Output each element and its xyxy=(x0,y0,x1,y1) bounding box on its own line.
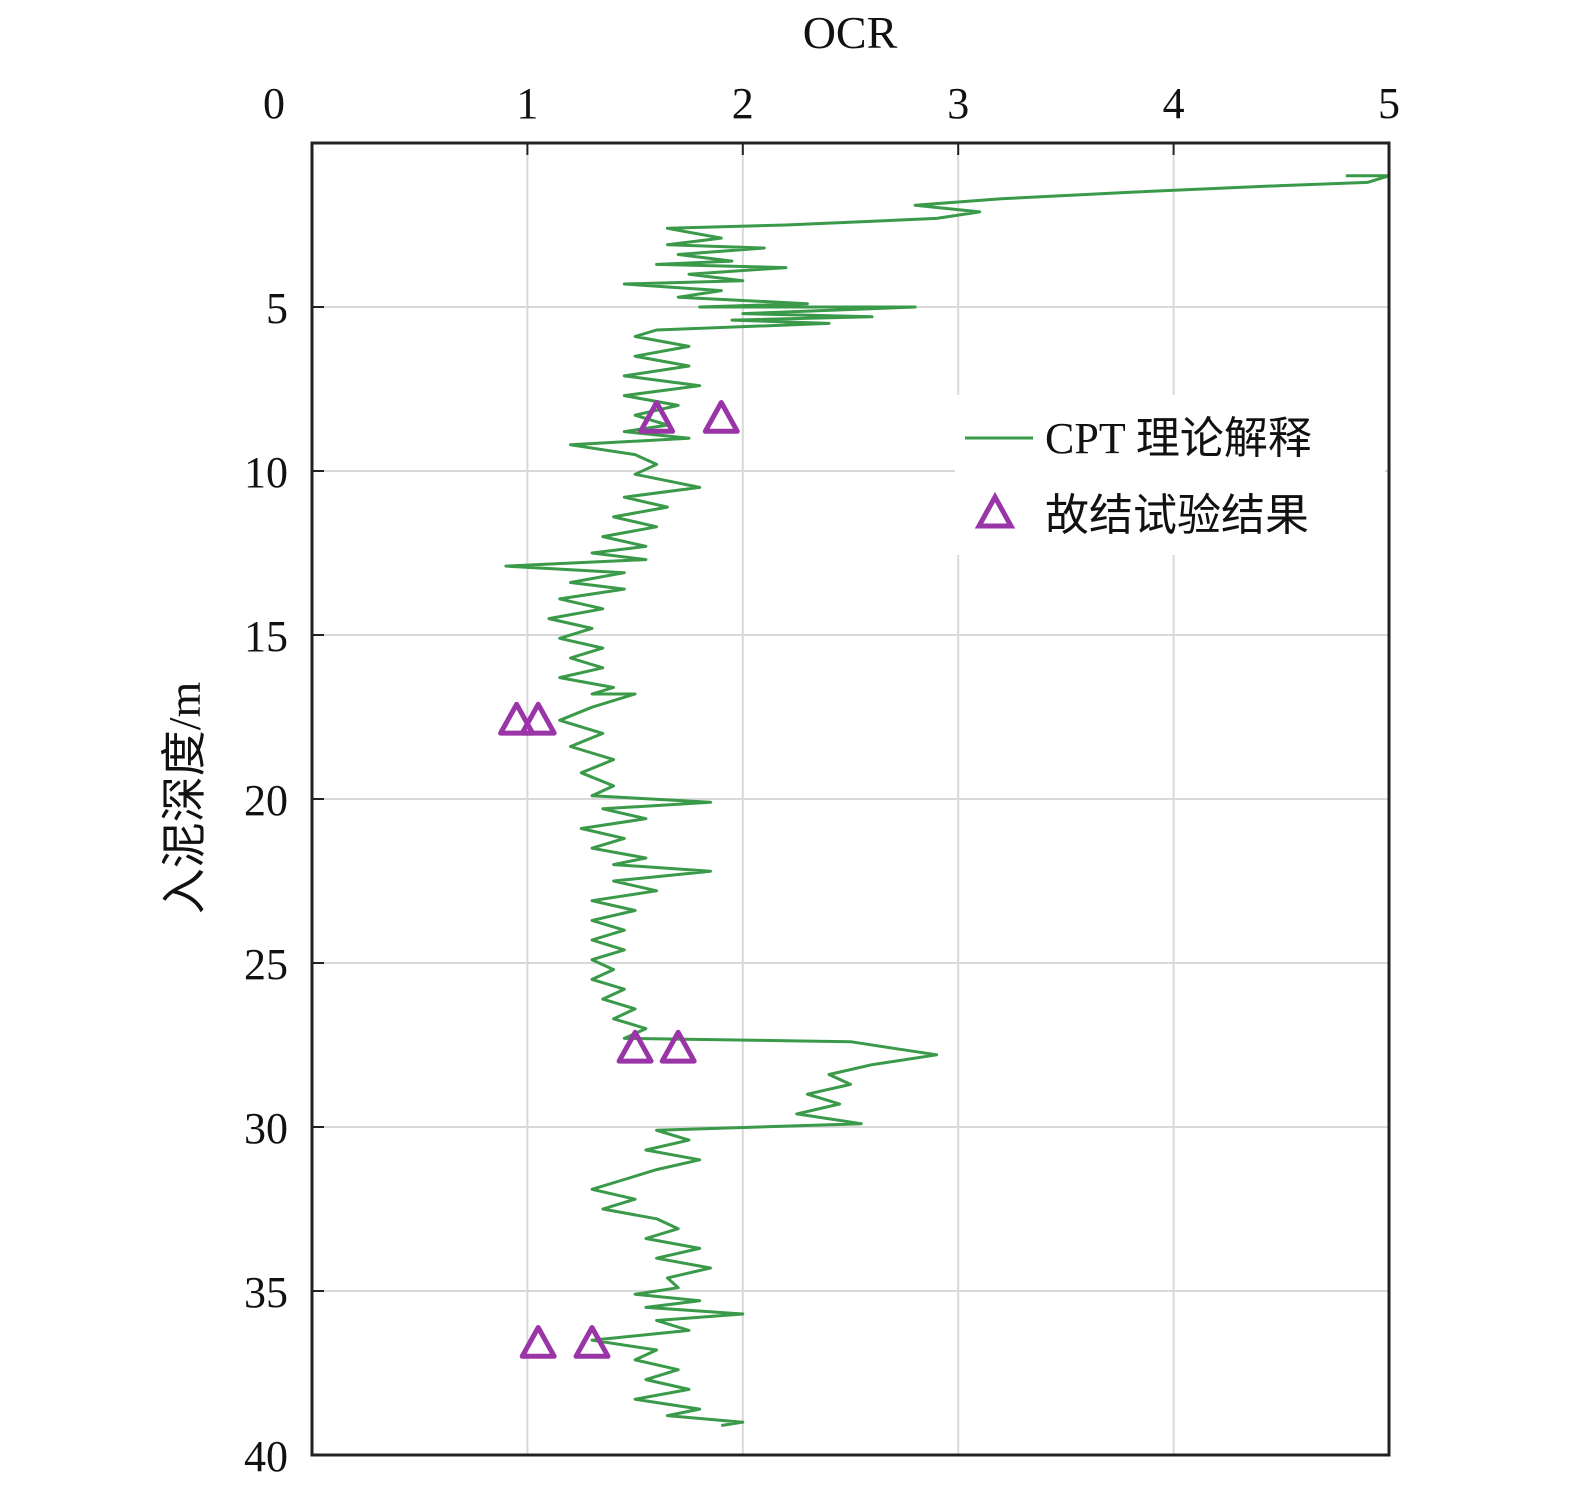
test-result-marker xyxy=(519,701,557,736)
test-result-marker xyxy=(498,701,536,736)
tick-layer: 0 1 2 3 4 5 5 10 15 20 25 30 35 40 xyxy=(244,79,1400,1481)
y-tick-label: 10 xyxy=(244,448,288,497)
x-tick-label: 3 xyxy=(947,79,969,128)
x-axis-title: OCR xyxy=(803,7,898,58)
y-tick-label: 35 xyxy=(244,1268,288,1317)
legend: CPT 理论解释 故结试验结果 xyxy=(955,395,1385,555)
y-axis-title: 入泥深度/m xyxy=(159,682,210,915)
test-result-marker xyxy=(638,400,676,434)
test-result-marker xyxy=(702,400,740,434)
y-tick-label: 25 xyxy=(244,940,288,989)
y-tick-label: 40 xyxy=(244,1432,288,1481)
y-tick-label: 20 xyxy=(244,776,288,825)
legend-triangle-swatch xyxy=(974,491,1016,529)
x-tick-label: 5 xyxy=(1378,79,1400,128)
y-tick-label: 30 xyxy=(244,1104,288,1153)
y-tick-label: 15 xyxy=(244,612,288,661)
series-layer xyxy=(504,174,1391,1427)
x-tick-label: 4 xyxy=(1163,79,1185,128)
test-result-marker xyxy=(573,1325,611,1359)
x-tick-label: 1 xyxy=(516,79,538,128)
test-result-marker xyxy=(616,1029,654,1064)
legend-label-cpt: CPT 理论解释 xyxy=(1045,414,1312,463)
test-result-marker xyxy=(519,1325,557,1359)
x-tick-label: 0 xyxy=(263,79,285,128)
x-tick-label: 2 xyxy=(732,79,754,128)
series-line-cpt xyxy=(504,174,1391,1427)
test-result-marker xyxy=(659,1029,697,1064)
legend-background xyxy=(955,395,1385,555)
grid-layer xyxy=(312,143,1389,1455)
legend-label-test: 故结试验结果 xyxy=(1045,491,1309,540)
marker-layer xyxy=(498,400,740,1359)
y-tick-label: 5 xyxy=(266,284,288,333)
